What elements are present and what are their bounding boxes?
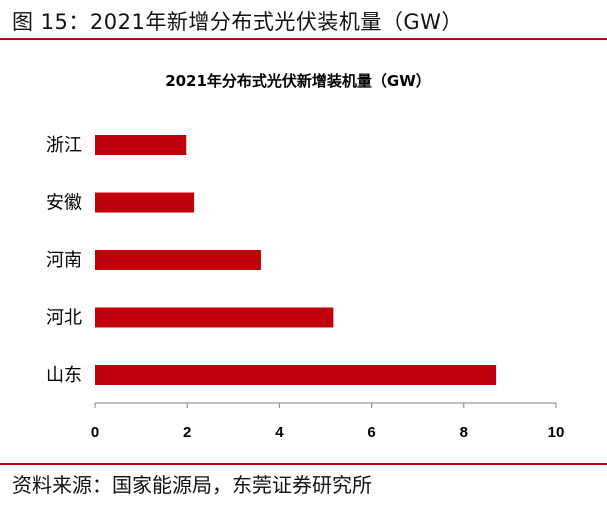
x-tick-label: 2 (183, 424, 191, 441)
category-label: 安徽 (46, 193, 82, 214)
x-tick-label: 8 (460, 424, 468, 441)
x-tick-label: 4 (275, 424, 284, 441)
category-label: 山东 (46, 365, 82, 386)
bars-group (95, 135, 497, 385)
top-rule (0, 38, 607, 40)
category-label: 河北 (46, 308, 82, 329)
bar-1 (95, 192, 195, 213)
x-tick-label: 10 (548, 424, 565, 441)
category-label: 浙江 (46, 135, 82, 156)
source-note: 资料来源：国家能源局，东莞证券研究所 (12, 473, 372, 497)
bar-4 (95, 365, 497, 385)
x-tick-label: 6 (367, 424, 375, 441)
bottom-rule (0, 463, 607, 465)
bar-0 (95, 135, 187, 155)
category-label: 河南 (46, 250, 82, 271)
chart-title: 2021年分布式光伏新增装机量（GW） (165, 72, 431, 90)
figure-title: 图 15：2021年新增分布式光伏装机量（GW） (12, 10, 463, 34)
x-tick-label: 0 (91, 424, 99, 441)
bar-2 (95, 250, 261, 270)
bar-3 (95, 307, 334, 328)
x-ticks: 0 2 4 6 8 10 (91, 403, 565, 441)
